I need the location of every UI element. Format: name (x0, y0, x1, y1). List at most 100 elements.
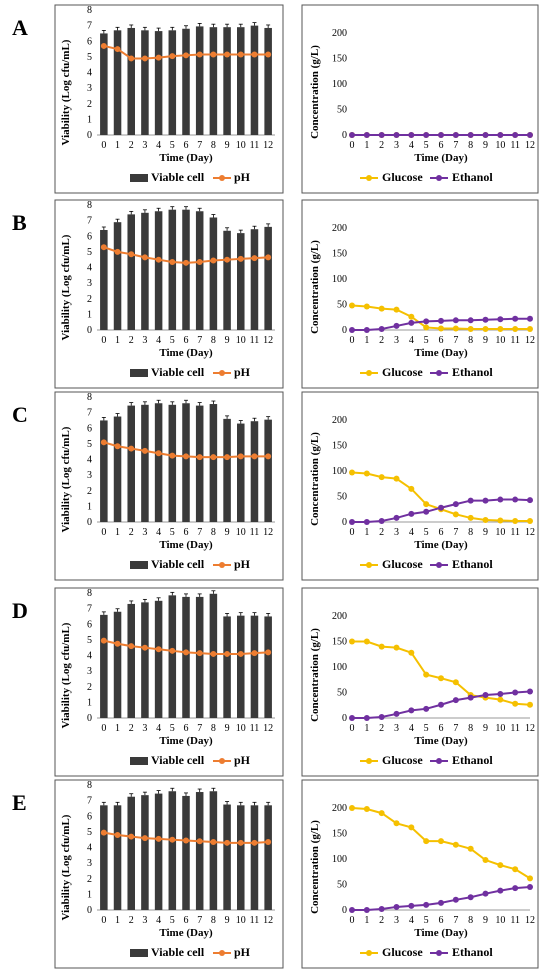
viable-cell-bar (264, 805, 272, 910)
legend-label-viable: Viable cell (151, 945, 205, 959)
x-tick-label: 2 (129, 335, 134, 346)
x-tick-label: 9 (225, 915, 230, 926)
viable-cell-bar (168, 595, 177, 718)
x-tick-label: 10 (495, 140, 505, 151)
ethanol-point (438, 317, 444, 324)
ethanol-point (408, 707, 415, 714)
legend-label-ph: pH (234, 170, 251, 184)
x-tick-label: 10 (236, 140, 246, 151)
x-tick-label: 4 (156, 335, 161, 346)
legend-label-ethanol: Ethanol (452, 557, 493, 571)
x-tick-label: 1 (364, 335, 369, 346)
glucose-point (512, 517, 519, 524)
x-axis-title: Time (Day) (414, 347, 468, 359)
x-tick-label: 7 (453, 723, 458, 734)
x-tick-label: 0 (350, 140, 355, 151)
x-tick-label: 11 (250, 140, 260, 151)
glucose-point (363, 303, 370, 310)
y-tick-label: 8 (87, 780, 92, 791)
x-tick-label: 8 (211, 527, 216, 538)
ph-point (100, 42, 107, 49)
legend-marker-ethanol (436, 950, 442, 956)
glucose-point (408, 485, 415, 492)
viable-cell-bar (264, 27, 272, 135)
viable-cell-bar (113, 611, 122, 718)
ethanol-point (512, 689, 519, 696)
panel-label: A (12, 15, 28, 40)
ethanol-point (393, 132, 400, 138)
y-tick-label: 0 (342, 325, 347, 336)
y-tick-label: 50 (337, 105, 347, 116)
x-tick-label: 0 (101, 915, 106, 926)
x-tick-label: 5 (424, 915, 429, 926)
y-axis-title: Concentration (g/L) (309, 628, 321, 722)
y-tick-label: 6 (87, 423, 92, 434)
ethanol-point (363, 132, 370, 138)
ph-point (210, 650, 217, 657)
x-tick-label: 8 (468, 335, 473, 346)
right-frame (301, 199, 539, 389)
x-tick-label: 11 (510, 527, 520, 538)
glucose-point (378, 643, 385, 650)
ph-point (100, 244, 107, 251)
glucose-point (482, 516, 489, 523)
ph-point (196, 51, 203, 58)
x-tick-label: 1 (115, 140, 120, 151)
x-tick-label: 10 (495, 723, 505, 734)
x-tick-label: 4 (156, 723, 161, 734)
ethanol-point (497, 887, 504, 894)
ethanol-point (452, 317, 459, 324)
x-tick-label: 5 (170, 335, 175, 346)
ethanol-point (408, 902, 415, 909)
y-axis-title: Concentration (g/L) (309, 45, 321, 139)
y-tick-label: 100 (332, 466, 347, 477)
y-tick-label: 6 (87, 36, 92, 47)
viable-cell-bar (223, 230, 231, 330)
viable-cell-bar (237, 615, 245, 718)
y-tick-label: 0 (342, 713, 347, 724)
viable-cell-bar (182, 28, 190, 135)
viable-cell-bar (250, 229, 259, 330)
ph-point (196, 650, 203, 657)
ethanol-point (378, 713, 385, 720)
y-tick-label: 100 (332, 274, 347, 285)
ph-point (128, 643, 135, 650)
legend-label-ph: pH (234, 365, 251, 379)
glucose-point (423, 671, 430, 678)
x-tick-label: 6 (439, 140, 444, 151)
glucose-point (497, 517, 504, 524)
x-tick-label: 9 (225, 723, 230, 734)
ethanol-point (423, 901, 430, 908)
left-frame (54, 199, 284, 389)
x-tick-label: 4 (156, 915, 161, 926)
y-tick-label: 1 (87, 889, 92, 900)
y-axis-title: Viability (Log cfu/mL) (60, 426, 72, 532)
y-tick-label: 1 (87, 114, 92, 125)
viable-cell-bar (141, 795, 149, 910)
y-tick-label: 8 (87, 200, 92, 211)
y-tick-label: 150 (332, 637, 347, 648)
y-axis-title: Viability (Log cfu/mL) (60, 39, 72, 145)
legend-label-ethanol: Ethanol (452, 753, 493, 767)
glucose-line (351, 304, 530, 330)
x-tick-label: 0 (101, 140, 106, 151)
ph-point (210, 257, 217, 264)
ethanol-point (482, 316, 489, 323)
ethanol-point (363, 327, 370, 333)
ph-point (169, 836, 176, 843)
x-tick-label: 11 (250, 723, 260, 734)
viable-cell-bar (209, 217, 218, 330)
x-tick-label: 5 (424, 140, 429, 151)
x-tick-label: 1 (364, 915, 369, 926)
ph-point (169, 259, 176, 266)
viable-cell-bar (154, 600, 163, 718)
x-tick-label: 11 (510, 723, 520, 734)
y-tick-label: 4 (87, 68, 92, 79)
x-tick-label: 5 (424, 527, 429, 538)
ethanol-point (467, 497, 474, 504)
x-tick-label: 6 (184, 723, 189, 734)
ph-point (141, 644, 148, 651)
glucose-point (452, 841, 459, 848)
ph-point (210, 839, 217, 846)
